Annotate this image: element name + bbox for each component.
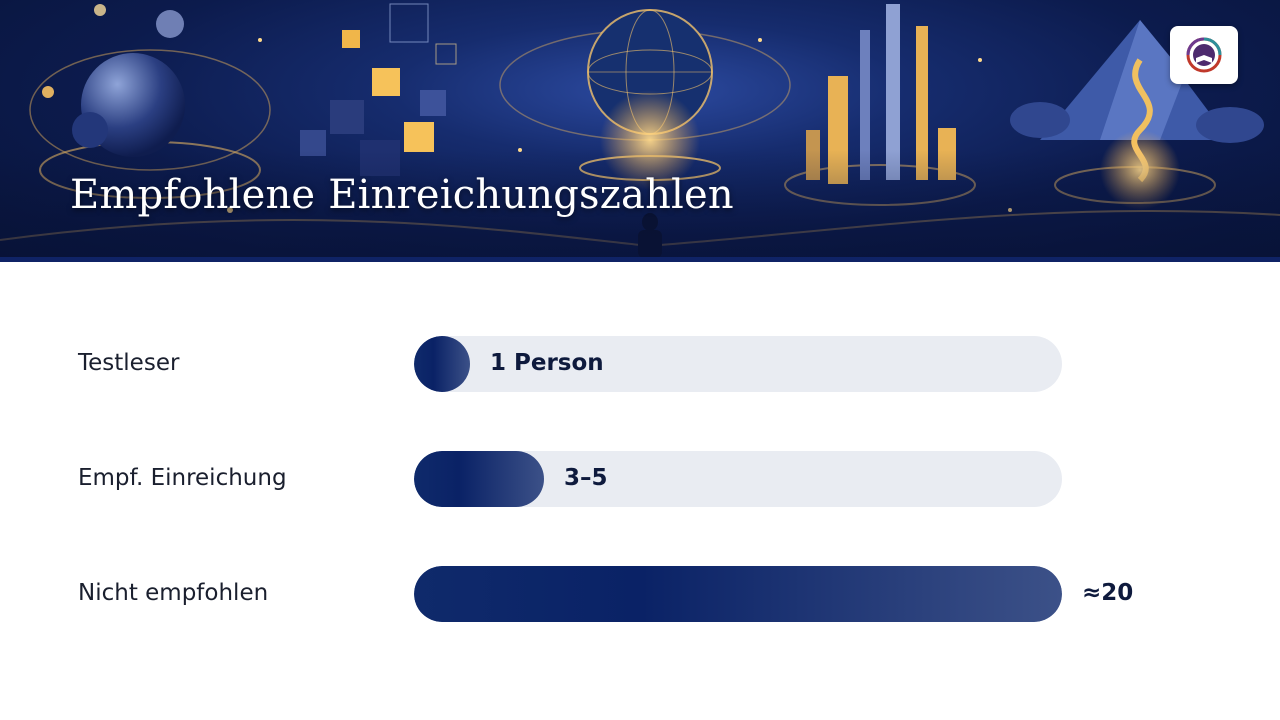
bar-track [414, 336, 1062, 392]
category-label: Testleser [78, 350, 180, 376]
logo [1170, 26, 1238, 84]
page-title: Empfohlene Einreichungszahlen [70, 172, 734, 218]
category-label: Empf. Einreichung [78, 465, 287, 491]
data-label: 1 Person [490, 350, 604, 376]
header-banner: Empfohlene Einreichungszahlen [0, 0, 1280, 262]
category-label: Nicht empfohlen [78, 580, 269, 606]
book-brain-logo-icon [1186, 37, 1222, 73]
bar [414, 566, 1062, 622]
bar-track [414, 566, 1062, 622]
bar [414, 336, 470, 392]
banner-shade [0, 150, 1280, 262]
bar [414, 451, 544, 507]
data-label: ≈20 [1082, 580, 1134, 606]
data-label: 3–5 [564, 465, 608, 491]
submission-bar-chart: Testleser 1 Person Empf. Einreichung 3–5 Nic… [0, 262, 1280, 720]
bar-track [414, 451, 1062, 507]
banner-border [0, 257, 1280, 262]
